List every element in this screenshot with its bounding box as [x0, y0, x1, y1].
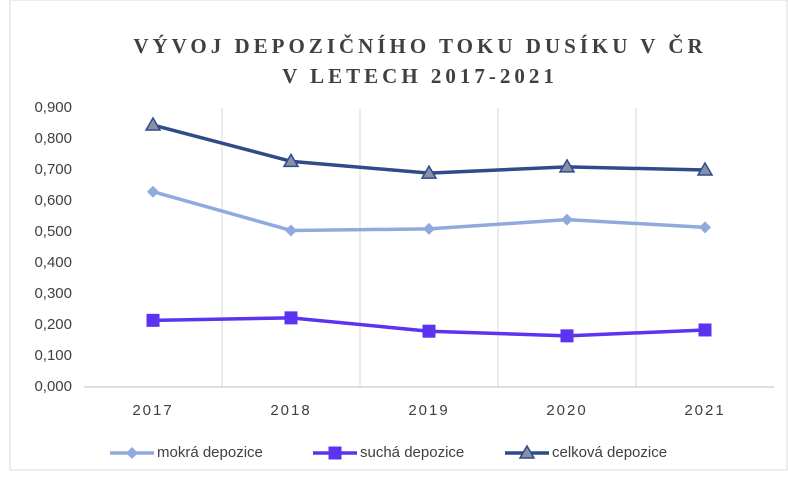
marker	[126, 447, 138, 459]
y-tick-label: 0,500	[34, 223, 72, 240]
marker	[422, 324, 436, 338]
marker	[285, 224, 297, 237]
y-tick-label: 0,000	[34, 378, 72, 395]
marker	[284, 311, 298, 325]
marker	[328, 446, 342, 460]
y-tick-label: 0,100	[34, 347, 72, 364]
marker	[699, 221, 711, 234]
marker	[282, 152, 300, 168]
y-tick-label: 0,800	[34, 130, 72, 147]
y-tick-label: 0,300	[34, 285, 72, 302]
marker	[561, 213, 573, 226]
legend-label: mokrá depozice	[157, 444, 263, 461]
marker	[558, 158, 576, 173]
y-tick-label: 0,200	[34, 316, 72, 333]
marker	[698, 323, 712, 337]
marker	[518, 444, 536, 459]
legend-label: celková depozice	[552, 444, 667, 461]
marker	[423, 222, 435, 235]
x-tick-label: 2017	[132, 402, 173, 419]
chart-title: VÝVOJ DEPOZIČNÍHO TOKU DUSÍKU V ČR	[133, 34, 706, 58]
marker	[696, 161, 714, 176]
marker	[420, 164, 438, 179]
x-tick-label: 2020	[546, 402, 587, 419]
x-tick-label: 2018	[270, 402, 311, 419]
y-tick-label: 0,600	[34, 192, 72, 209]
y-tick-label: 0,700	[34, 161, 72, 178]
y-tick-label: 0,400	[34, 254, 72, 271]
chart-border	[9, 0, 788, 471]
x-tick-label: 2021	[684, 402, 725, 419]
x-tick-label: 2019	[408, 402, 449, 419]
marker	[147, 185, 159, 198]
marker	[146, 313, 160, 327]
y-tick-label: 0,900	[34, 99, 72, 116]
legend-label: suchá depozice	[360, 444, 464, 461]
marker	[560, 329, 574, 343]
chart-title: V LETECH 2017-2021	[282, 64, 558, 88]
marker	[144, 116, 162, 131]
